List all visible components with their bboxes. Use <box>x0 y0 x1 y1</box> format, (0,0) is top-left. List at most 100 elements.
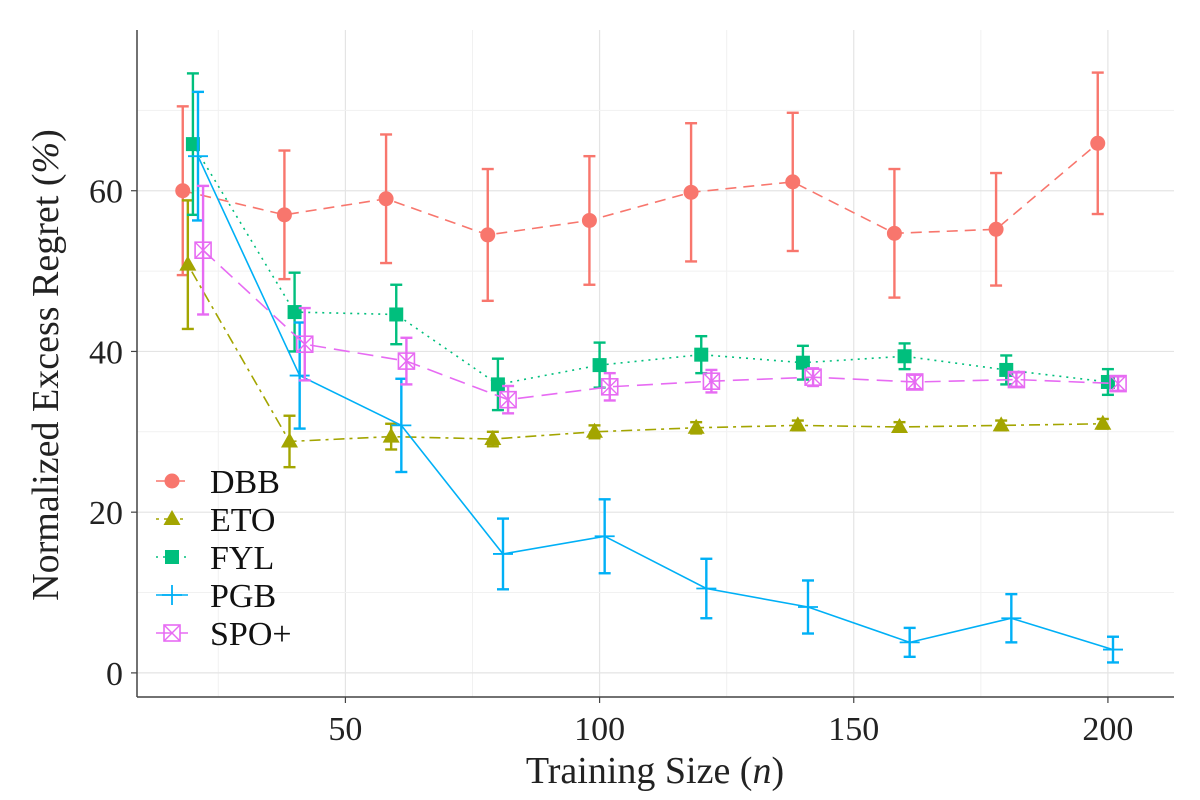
x-tick-label: 150 <box>828 711 879 748</box>
x-axis-title: Training Size (n) <box>526 750 784 792</box>
data-point-spo <box>1109 374 1127 393</box>
legend-item-spo: SPO+ <box>156 616 292 653</box>
data-point-eto <box>891 417 908 433</box>
legend-label-spo: SPO+ <box>210 616 292 653</box>
crossbox-box <box>1109 374 1127 393</box>
y-axis-title-close: ) <box>25 129 67 142</box>
data-point-pgb <box>493 543 513 564</box>
data-point-fyl <box>185 137 200 152</box>
y-tick-label: 40 <box>89 334 123 371</box>
data-point-fyl <box>694 347 709 362</box>
data-point-eto <box>586 422 603 438</box>
data-point-eto <box>789 416 807 432</box>
legend-label-eto: ETO <box>210 502 275 539</box>
legend-marker-dbb <box>164 473 180 489</box>
data-point-eto <box>1094 414 1112 430</box>
crossbox-diag-b <box>296 335 314 353</box>
legend-marker-fyl <box>165 550 179 564</box>
data-point-fyl <box>490 377 505 392</box>
data-point-dbb <box>886 225 902 241</box>
data-point-dbb <box>683 184 699 200</box>
data-point-eto <box>484 430 502 446</box>
data-point-eto <box>992 416 1010 432</box>
crossbox-diag-b <box>804 368 822 386</box>
series-eto <box>179 199 1112 469</box>
data-point-spo <box>295 335 314 354</box>
crossbox-box <box>600 378 619 396</box>
crossbox-box <box>295 335 314 354</box>
data-point-eto <box>281 432 298 448</box>
y-axis-title: Normalized Excess Regret (%) <box>25 129 67 601</box>
data-point-fyl <box>592 358 607 373</box>
data-point-spo <box>905 373 924 391</box>
data-point-eto <box>687 418 705 434</box>
legend-marker-eto <box>163 510 181 525</box>
data-point-dbb <box>175 183 191 199</box>
data-point-fyl <box>389 307 404 322</box>
crossbox-box <box>905 373 924 391</box>
data-point-pgb <box>696 578 717 599</box>
series-dbb <box>175 71 1106 303</box>
data-point-dbb <box>988 221 1004 237</box>
data-point-pgb <box>899 632 920 653</box>
crossbox-box <box>397 352 416 370</box>
data-point-dbb <box>276 207 292 223</box>
series-spo <box>194 184 1127 415</box>
data-point-dbb <box>480 227 496 243</box>
data-point-spo <box>600 378 619 396</box>
crossbox-diag-b <box>702 372 720 390</box>
data-point-dbb <box>581 212 597 228</box>
crossbox-diag-b <box>1007 371 1025 389</box>
data-point-spo <box>194 241 212 259</box>
data-point-eto <box>382 427 400 443</box>
y-axis-title-text: Normalized Excess Regret ( <box>25 173 67 600</box>
data-point-spo <box>804 368 822 386</box>
data-point-eto <box>179 255 197 271</box>
data-point-pgb <box>1001 608 1022 629</box>
legend-item-pgb: PGB <box>156 578 276 615</box>
axes <box>136 30 1174 698</box>
plot-background <box>137 30 1174 697</box>
crossbox-box <box>499 390 517 409</box>
series-pgb <box>188 90 1123 664</box>
data-point-fyl <box>1100 374 1115 389</box>
crossbox-box <box>702 372 721 390</box>
data-point-spo <box>397 352 416 370</box>
crossbox-diag-b <box>906 373 924 391</box>
legend-item-fyl: FYL <box>156 540 274 577</box>
crossbox-diag-b <box>163 624 181 642</box>
legend-label-dbb: DBB <box>210 464 280 501</box>
grid <box>137 30 1174 697</box>
crossbox-box <box>804 368 822 386</box>
data-point-fyl <box>795 355 810 370</box>
data-point-fyl <box>897 349 912 364</box>
data-point-dbb <box>785 174 801 190</box>
legend-item-eto: ETO <box>156 502 275 539</box>
data-point-pgb <box>798 596 818 617</box>
tick-labels: 50 100 150 200 0 20 40 60 <box>89 174 1133 748</box>
series-line-dbb <box>182 142 1099 236</box>
data-point-dbb <box>378 191 394 207</box>
data-point-pgb <box>391 415 412 436</box>
x-tick-label: 100 <box>574 711 625 748</box>
series-line-pgb <box>197 155 1114 651</box>
crossbox-box <box>163 624 181 642</box>
y-tick-label: 60 <box>89 174 123 211</box>
x-axis-title-text: Training Size ( <box>526 750 753 792</box>
legend-label-fyl: FYL <box>210 540 274 577</box>
series-line-fyl <box>192 143 1109 386</box>
data-point-pgb <box>1103 639 1123 660</box>
crossbox-diag-b <box>499 391 517 409</box>
data-point-pgb <box>188 146 208 167</box>
data-point-dbb <box>1090 135 1106 151</box>
data-point-fyl <box>287 305 302 320</box>
y-tick-label: 0 <box>106 656 123 693</box>
y-axis-title-unit: % <box>25 142 67 174</box>
crossbox-diag-b <box>397 352 415 370</box>
x-axis-title-close: ) <box>771 750 784 792</box>
legend-marker-spo <box>163 624 181 642</box>
x-tick-label: 200 <box>1082 711 1133 748</box>
legend-label-pgb: PGB <box>210 578 276 615</box>
